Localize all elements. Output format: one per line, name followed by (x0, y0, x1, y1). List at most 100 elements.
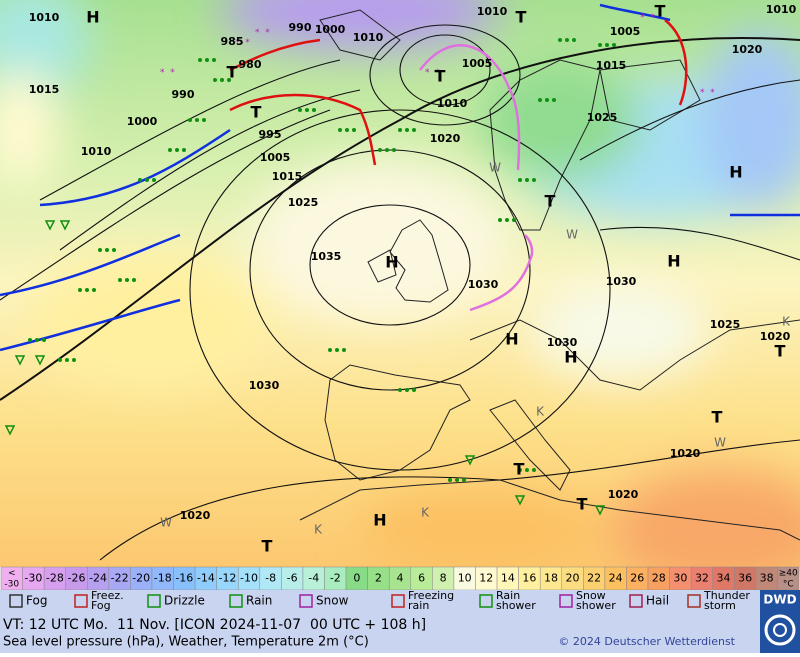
weather-legend-label: Drizzle (164, 594, 205, 608)
pressure-center: H (505, 330, 518, 349)
isobar-label: 1000 (315, 23, 346, 36)
rain-dot (352, 128, 356, 132)
colorbar-label: -14 (197, 572, 215, 585)
shower-symbol (464, 455, 476, 466)
shower-symbol (4, 425, 16, 436)
rain-dot (213, 78, 217, 82)
rain-dot (498, 218, 502, 222)
footer-bg (0, 612, 760, 653)
rain-dot (612, 43, 616, 47)
rain-dot (605, 43, 609, 47)
shower-symbol (14, 355, 26, 366)
weather-letter: W (160, 516, 172, 530)
colorbar-label: -16 (175, 572, 193, 585)
rain-dot (227, 78, 231, 82)
colorbar-label: 22 (587, 572, 601, 585)
rain-dot (525, 468, 529, 472)
rain-dot (212, 58, 216, 62)
colorbar-label: 16 (522, 572, 536, 585)
coastlines (299, 9, 800, 541)
weather-letter: K (421, 506, 430, 520)
rain-dot (125, 278, 129, 282)
colorbar-label: ≥40 (779, 569, 798, 579)
weather-letter: K (536, 405, 545, 419)
isobar-label: 1015 (596, 59, 627, 72)
snow-symbol: * * (255, 28, 270, 38)
rain-dot (398, 128, 402, 132)
rain-dot (92, 288, 96, 292)
weather-icon (299, 594, 313, 608)
weather-legend-label: Rain (496, 589, 520, 602)
weather-icon (229, 594, 243, 608)
colorbar-label: 8 (440, 572, 447, 585)
pressure-center: T (545, 192, 556, 211)
weather-legend-label: Freez. (91, 589, 124, 602)
rain-dot (532, 468, 536, 472)
description: Sea level pressure (hPa), Weather, Tempe… (3, 635, 369, 650)
rain-dot (392, 148, 396, 152)
weather-letter: W (489, 161, 501, 175)
colorbar-label: 30 (673, 572, 687, 585)
weather-letter: W (566, 228, 578, 242)
rain-dot (512, 218, 516, 222)
weather-icon (74, 594, 88, 608)
snow-symbol: * * (425, 68, 440, 78)
colorbar-label: 2 (375, 572, 382, 585)
snow-symbol: * * (235, 38, 250, 48)
isobar-label: 1030 (249, 379, 280, 392)
isobar-label: 980 (239, 58, 262, 71)
rain-dot (145, 178, 149, 182)
isobar-label: 1020 (732, 43, 763, 56)
pressure-center: H (86, 8, 99, 27)
pressure-center: T (516, 8, 527, 27)
isobar-label: 1025 (587, 111, 618, 124)
rain-dot (85, 288, 89, 292)
colorbar-label: 32 (695, 572, 709, 585)
snow-symbol: * * (700, 88, 715, 98)
pressure-center: H (564, 348, 577, 367)
isobar-label: 1010 (766, 3, 797, 16)
rain-dot (405, 128, 409, 132)
rain-dot (188, 118, 192, 122)
rain-dot (35, 338, 39, 342)
colorbar-label: -28 (46, 572, 64, 585)
isobar-label: 1030 (606, 275, 637, 288)
weather-icon (9, 594, 23, 608)
pressure-center: T (227, 63, 238, 82)
rain-dot (378, 148, 382, 152)
weather-legend-label: rain (408, 599, 429, 612)
colorbar-label: °C (783, 580, 794, 590)
isobar-label: 1010 (437, 97, 468, 110)
weather-legend-label: Fog (91, 599, 111, 612)
weather-legend-label: Hail (646, 594, 669, 608)
rain-dot (138, 178, 142, 182)
rain-dot (455, 478, 459, 482)
rain-dot (112, 248, 116, 252)
rain-dot (202, 118, 206, 122)
isobar-label: 1010 (81, 145, 112, 158)
colorbar-label: -20 (132, 572, 150, 585)
rain-dot (538, 98, 542, 102)
isobar-label: 1015 (29, 83, 60, 96)
pressure-center: H (667, 252, 680, 271)
colorbar-label: 28 (652, 572, 666, 585)
rain-dot (448, 478, 452, 482)
weather-icon (147, 594, 161, 608)
colorbar-label: < (8, 569, 16, 579)
weather-icon (629, 594, 643, 608)
colorbar-label: -18 (154, 572, 172, 585)
pressure-center: T (251, 103, 262, 122)
shower-symbol (594, 505, 606, 516)
logo: DWD (763, 593, 796, 607)
isobar-label: 1020 (760, 330, 791, 343)
colorbar-label: -8 (265, 572, 276, 585)
rain-dot (385, 148, 389, 152)
isobar-label: 1030 (547, 336, 578, 349)
isobar-label: 1005 (610, 25, 641, 38)
colorbar-label: -2 (330, 572, 341, 585)
isobar-label: 1025 (710, 318, 741, 331)
rain-dot (335, 348, 339, 352)
rain-dot (58, 358, 62, 362)
isobar-label: 1020 (670, 447, 701, 460)
